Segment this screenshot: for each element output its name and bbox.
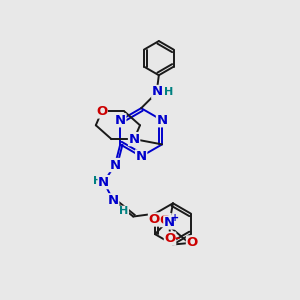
Text: N: N — [136, 150, 147, 163]
Text: O: O — [164, 232, 175, 245]
Text: N: N — [152, 85, 163, 98]
Text: N: N — [98, 176, 109, 189]
Text: H: H — [119, 206, 128, 216]
Text: O: O — [187, 236, 198, 249]
Text: O: O — [160, 214, 171, 226]
Text: N: N — [110, 158, 121, 172]
Text: H: H — [93, 176, 102, 186]
Text: N: N — [115, 114, 126, 127]
Text: N: N — [108, 194, 119, 207]
Text: N: N — [164, 216, 175, 229]
Text: +: + — [171, 213, 179, 223]
Text: O: O — [148, 213, 160, 226]
Text: H: H — [164, 87, 173, 97]
Text: -: - — [174, 232, 179, 245]
Text: O: O — [96, 105, 107, 118]
Text: N: N — [128, 133, 140, 146]
Text: N: N — [157, 114, 168, 127]
